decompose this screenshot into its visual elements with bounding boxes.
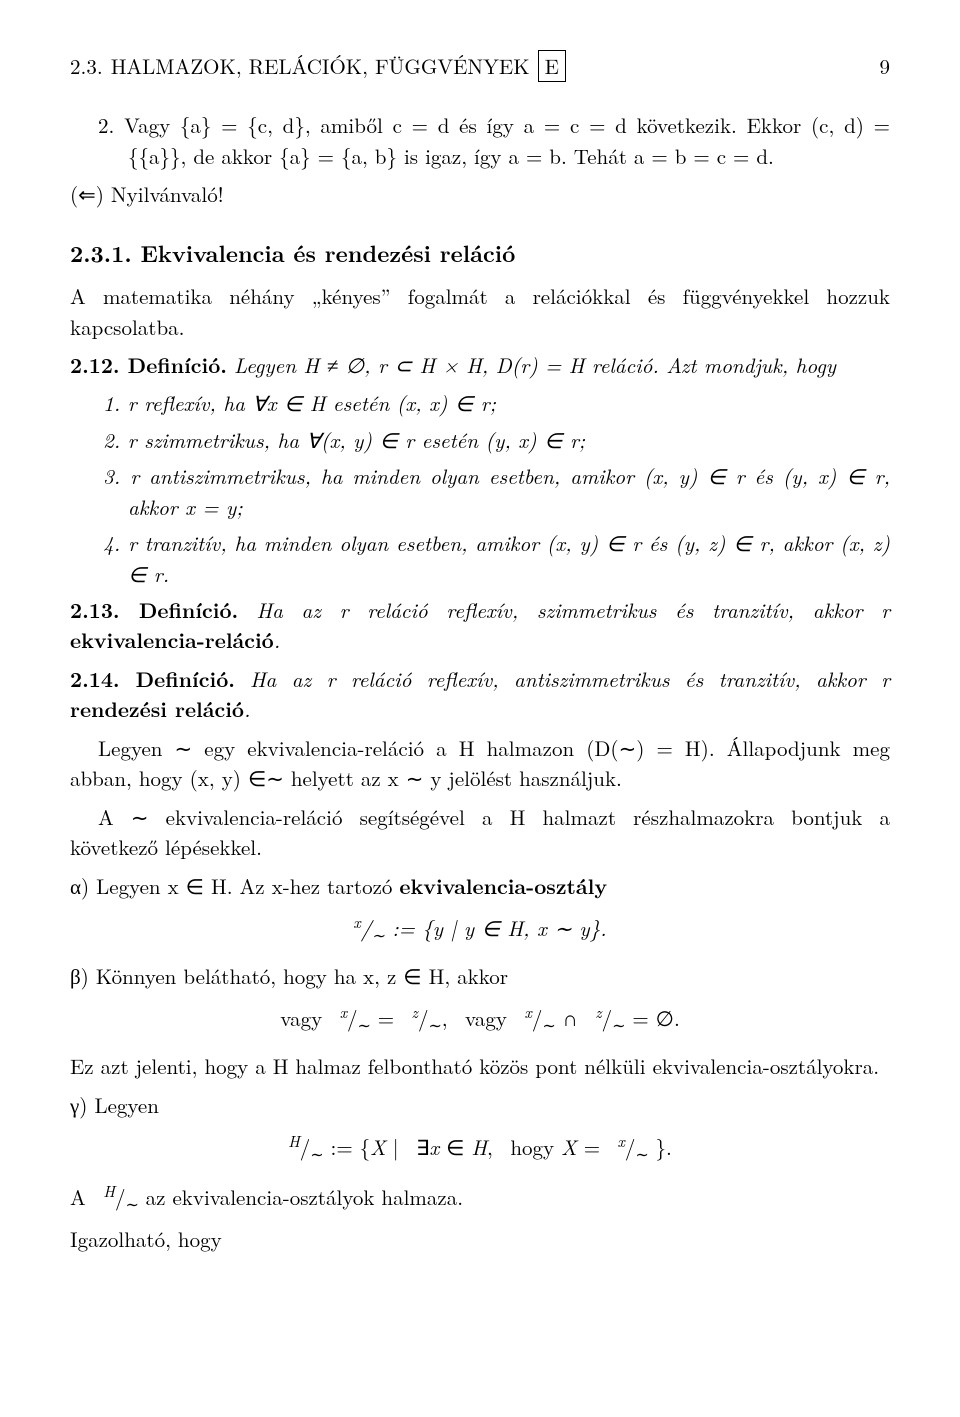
definition-body-post: .: [274, 625, 280, 655]
definition-body: Legyen H ≠ ∅, r ⊂ H × H, D(r) = H reláci…: [234, 350, 836, 380]
definition-bold-term: rendezési reláció: [70, 694, 244, 724]
equation-beta: vagy x/∼ = z/∼, vagy x/∼ ∩ z/∼ = ∅.: [70, 1001, 890, 1037]
header-left: 2.3. HALMAZOK, RELÁCIÓK, FÜGGVÉNYEK E: [70, 50, 566, 82]
step-beta: β) Könnyen belátható, hogy ha x, z ∈ H, …: [70, 961, 890, 991]
running-header: 2.3. HALMAZOK, RELÁCIÓK, FÜGGVÉNYEK E 9: [70, 50, 890, 82]
paragraph-ez-azt: Ez azt jelenti, hogy a H halmaz felbonth…: [70, 1051, 890, 1081]
header-boxed-letter: E: [538, 50, 566, 82]
list-item-number: 2.: [103, 425, 120, 455]
page: 2.3. HALMAZOK, RELÁCIÓK, FÜGGVÉNYEK E 9 …: [0, 0, 960, 1417]
nyilvanvalo: (⇐) Nyilvánvaló!: [70, 179, 890, 209]
case-2: 2. Vagy {a} = {c, d}, amiből c = d és íg…: [70, 110, 890, 171]
paragraph-a-h: A H/∼ az ekvivalencia-osztályok halmaza.: [70, 1180, 890, 1216]
equation-alpha-text: x/∼ := {y | y ∈ H, x ∼ y}.: [353, 913, 606, 943]
list-item-number: 3.: [103, 461, 120, 491]
list-item-3: 3. r antiszimmetrikus, ha minden olyan e…: [128, 461, 890, 522]
paragraph-legyen: Legyen ∼ egy ekvivalencia-reláció a H ha…: [70, 733, 890, 794]
definition-body-pre: Ha az r reláció reflexív, antiszimmetrik…: [250, 664, 890, 694]
header-section-number: 2.3.: [70, 51, 103, 81]
definition-2-12: 2.12. Definíció. Legyen H ≠ ∅, r ⊂ H × H…: [70, 350, 890, 380]
list-item-text: r antiszimmetrikus, ha minden olyan eset…: [128, 461, 890, 521]
subsection-title: Ekvivalencia és rendezési reláció: [141, 236, 516, 269]
step-alpha: α) Legyen x ∈ H. Az x-hez tartozó ekviva…: [70, 871, 890, 901]
page-number: 9: [880, 51, 891, 81]
definition-body-post: .: [244, 694, 250, 724]
definition-label: 2.13. Definíció.: [70, 595, 238, 625]
definition-body-pre: Ha az r reláció reflexív, szimmetrikus é…: [256, 595, 890, 625]
list-item-number: 1.: [103, 388, 120, 418]
list-item-text: r reflexív, ha ∀x ∈ H esetén (x, x) ∈ r;: [128, 388, 496, 418]
equation-alpha: x/∼ := {y | y ∈ H, x ∼ y}.: [70, 911, 890, 947]
header-section-title: HALMAZOK, RELÁCIÓK, FÜGGVÉNYEK: [111, 51, 530, 81]
subsection-number: 2.3.1.: [70, 236, 132, 269]
subsection-heading: 2.3.1. Ekvivalencia és rendezési reláció: [70, 236, 890, 269]
list-item-text: r szimmetrikus, ha ∀(x, y) ∈ r esetén (y…: [128, 425, 586, 455]
list-item-number: 4.: [103, 528, 120, 558]
definition-label: 2.12. Definíció.: [70, 350, 227, 380]
definition-bold-term: ekvivalencia-reláció: [70, 625, 274, 655]
step-alpha-pre: α) Legyen x ∈ H. Az x-hez tartozó: [70, 871, 399, 901]
case-2-text: Vagy {a} = {c, d}, amiből c = d és így a…: [124, 110, 890, 170]
list-item-2: 2. r szimmetrikus, ha ∀(x, y) ∈ r esetén…: [128, 425, 890, 455]
intro-paragraph: A matematika néhány „kényes” fogalmát a …: [70, 281, 890, 342]
definition-label: 2.14. Definíció.: [70, 664, 235, 694]
equation-beta-text: vagy x/∼ = z/∼, vagy x/∼ ∩ z/∼ = ∅.: [280, 1003, 680, 1033]
paragraph-reszhalmaz: A ∼ ekvivalencia-reláció segítségével a …: [70, 802, 890, 863]
case-2-number: 2.: [98, 110, 114, 140]
definition-2-13: 2.13. Definíció. Ha az r reláció reflexí…: [70, 595, 890, 656]
definition-2-14: 2.14. Definíció. Ha az r reláció reflexí…: [70, 664, 890, 725]
list-item-text: r tranzitív, ha minden olyan esetben, am…: [128, 528, 890, 588]
list-item-1: 1. r reflexív, ha ∀x ∈ H esetén (x, x) ∈…: [128, 388, 890, 418]
list-item-4: 4. r tranzitív, ha minden olyan esetben,…: [128, 528, 890, 589]
paragraph-igazolhato: Igazolható, hogy: [70, 1224, 890, 1254]
equation-gamma: H/∼ := {X | ∃x ∈ H, hogy X = x/∼ }.: [70, 1130, 890, 1166]
step-gamma: γ) Legyen: [70, 1090, 890, 1120]
equation-gamma-text: H/∼ := {X | ∃x ∈ H, hogy X = x/∼ }.: [288, 1132, 672, 1162]
step-alpha-bold: ekvivalencia-osztály: [399, 871, 607, 901]
definition-list: 1. r reflexív, ha ∀x ∈ H esetén (x, x) ∈…: [70, 388, 890, 589]
